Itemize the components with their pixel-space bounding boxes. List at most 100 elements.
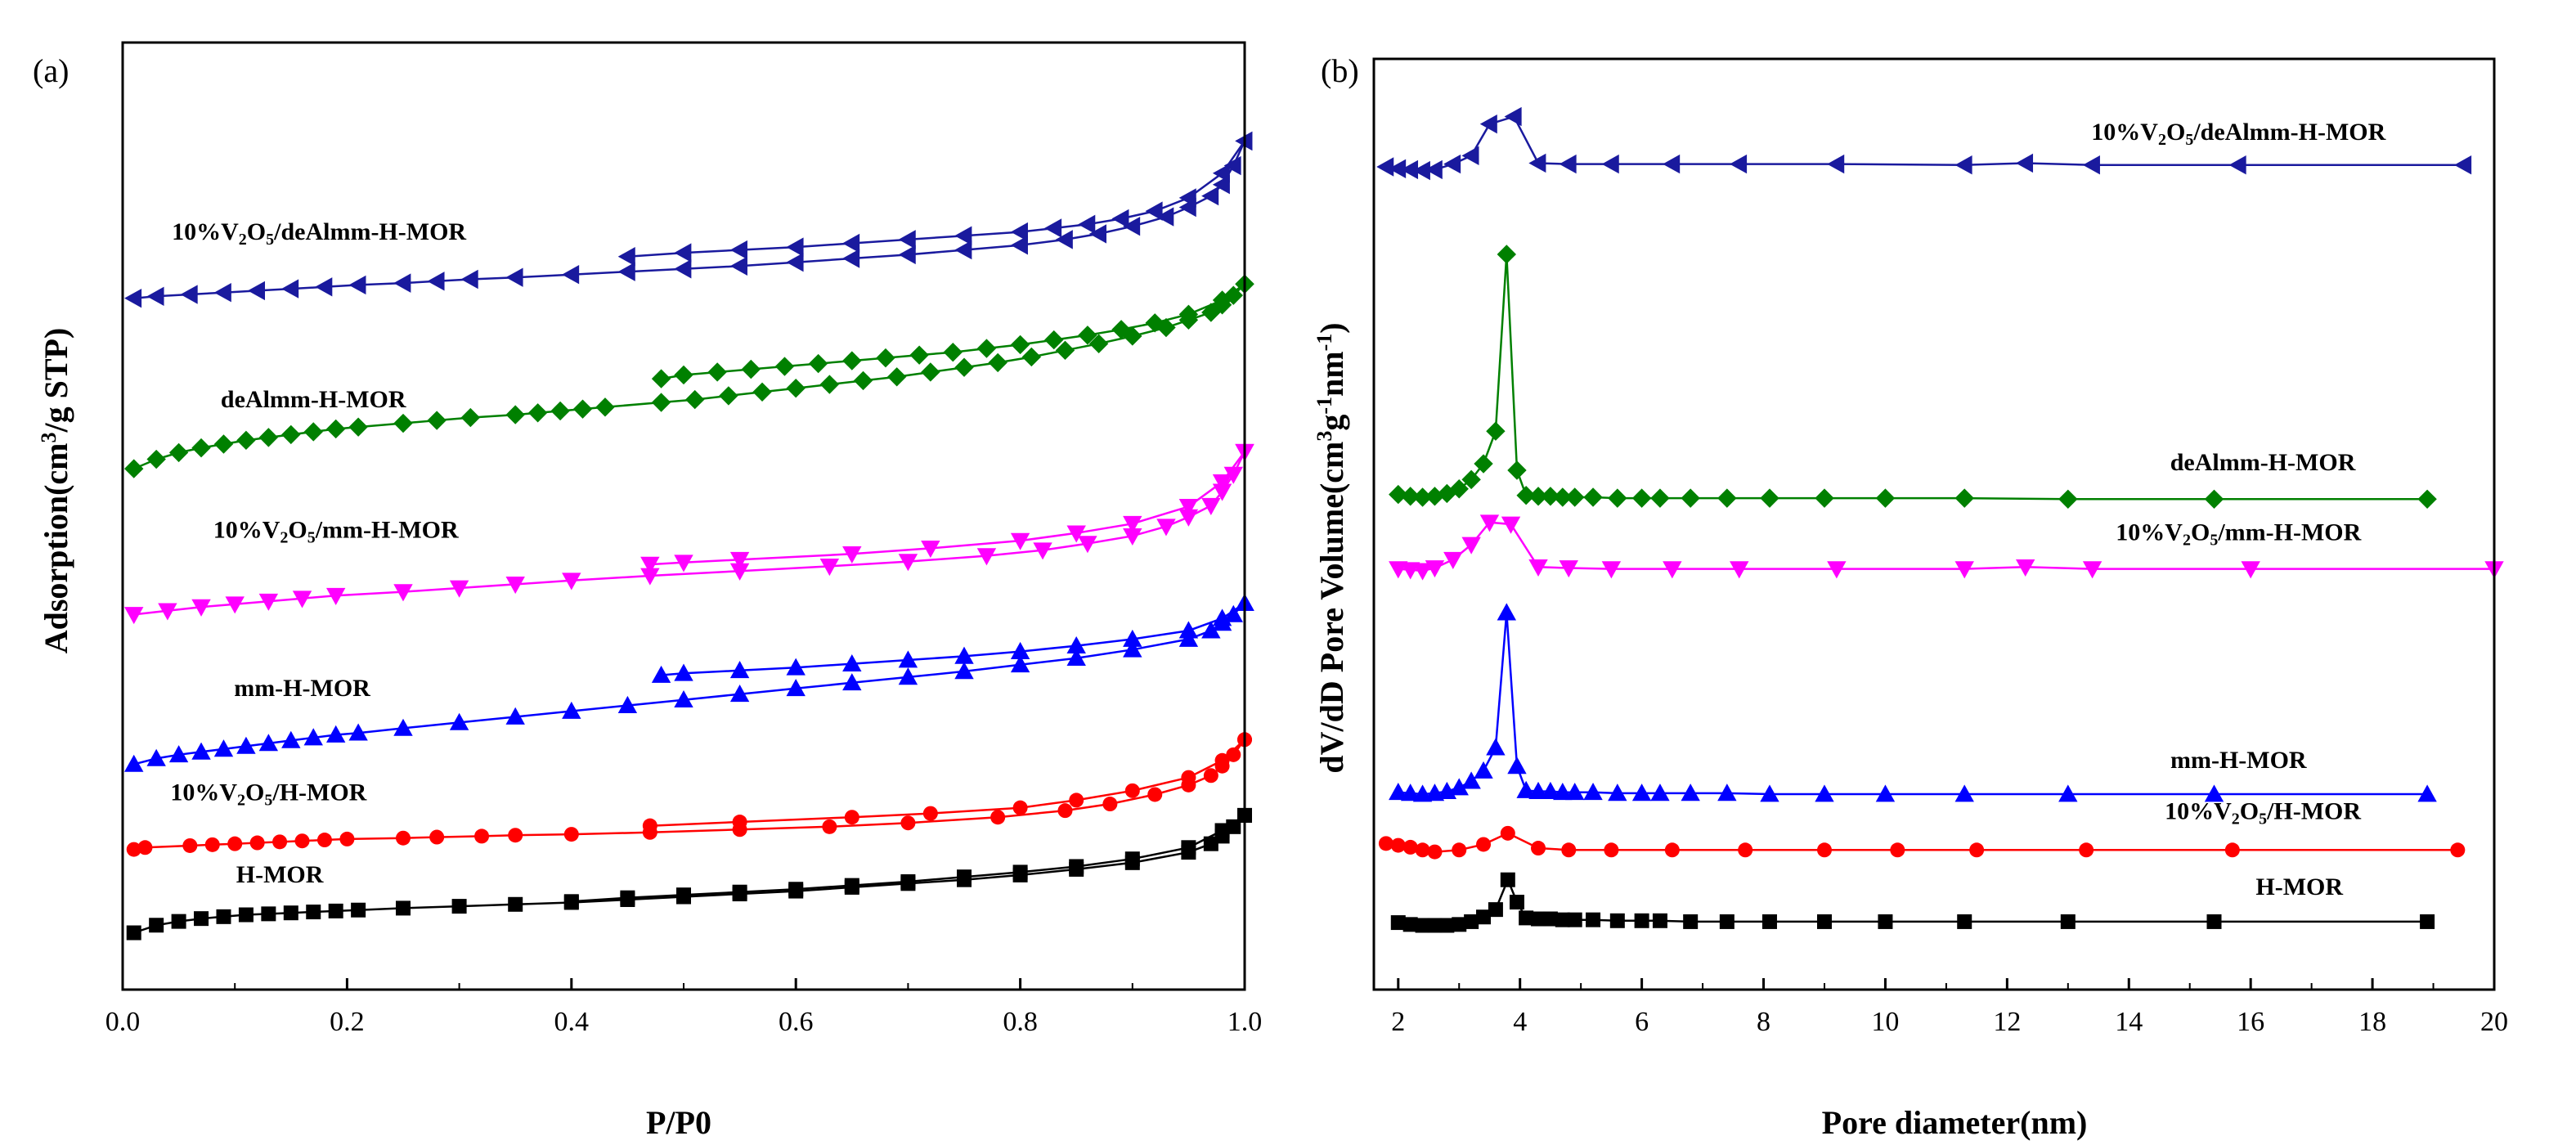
x-tick-label: 14: [2115, 1007, 2143, 1037]
adsorption-point: [204, 837, 220, 852]
adsorption-point: [1201, 621, 1221, 639]
adsorption-point: [651, 393, 671, 412]
data-point: [1683, 914, 1699, 929]
desorption-point: [842, 653, 862, 672]
series-h-mor: [126, 807, 1252, 941]
desorption-point: [729, 551, 750, 569]
series-10pctv2o5-mm-h-mor: [1389, 514, 2504, 581]
adsorption-point: [348, 723, 368, 741]
data-point: [1479, 114, 1497, 134]
data-point: [1443, 551, 1463, 569]
adsorption-point: [292, 590, 312, 608]
adsorption-point: [427, 272, 445, 291]
adsorption-point: [238, 907, 254, 923]
data-point: [1389, 783, 1408, 801]
data-point: [1541, 781, 1560, 799]
data-point: [1730, 561, 1749, 579]
data-point: [1555, 912, 1570, 927]
data-point: [1402, 917, 1418, 932]
x-tick-label: 16: [2237, 1007, 2264, 1037]
adsorption-point: [348, 417, 368, 437]
data-point: [2450, 842, 2466, 858]
series-10pctv2o5-dealmm-h-mor: [1376, 106, 2472, 181]
adsorption-point: [449, 712, 469, 730]
axes: 0.0 0.2 0.4 0.6 0.8 1.0: [105, 41, 1262, 1037]
panel-label-a: (a): [33, 52, 69, 89]
adsorption-point: [719, 386, 738, 406]
adsorption-point: [1055, 230, 1073, 249]
desorption-point: [1012, 800, 1028, 815]
adsorption-point: [674, 259, 692, 279]
y-axis-title: dV/dD Pore Volume(cm3g-1nm-1): [1313, 322, 1350, 773]
adsorption-point: [124, 288, 142, 308]
adsorption-point: [306, 905, 321, 920]
adsorption-point: [351, 902, 366, 918]
desorption-line: [627, 140, 1246, 258]
data-point: [1528, 559, 1548, 577]
data-point: [1957, 914, 1972, 929]
x-tick-label: 2: [1391, 1007, 1405, 1037]
adsorption-point: [328, 903, 343, 918]
desorption-point: [674, 365, 693, 385]
adsorption-point: [505, 707, 525, 725]
data-point: [1464, 914, 1479, 929]
desorption-point: [954, 646, 974, 664]
data-point: [1631, 488, 1652, 508]
data-point: [1516, 780, 1536, 798]
adsorption-point: [505, 577, 525, 595]
x-axis-title: Pore diameter(nm): [1822, 1104, 2088, 1141]
data-point: [1474, 761, 1493, 779]
plot-area: [124, 131, 1254, 941]
data-point: [1415, 842, 1430, 858]
adsorption-point: [976, 548, 997, 566]
adsorption-point: [954, 357, 974, 377]
data-point: [1601, 154, 1619, 174]
data-point: [1479, 514, 1500, 532]
desorption-point: [909, 345, 929, 365]
adsorption-point: [1156, 519, 1176, 537]
desorption-point: [1010, 532, 1030, 550]
desorption-point: [674, 555, 693, 572]
adsorption-point: [595, 397, 615, 417]
data-point: [1389, 159, 1407, 178]
adsorption-point: [563, 827, 579, 842]
adsorption-point: [1203, 836, 1218, 851]
panel-b: (b) 2 4 6 8 10 12 14 16 18 20 H-MOR 10%V2O5/H-MOR m…: [1276, 0, 2576, 1145]
data-point: [1509, 895, 1524, 910]
data-point: [1738, 842, 1753, 858]
data-point: [1488, 902, 1503, 918]
desorption-point: [1012, 864, 1028, 880]
adsorption-point: [898, 667, 918, 685]
data-point: [1497, 603, 1517, 621]
desorption-point: [842, 351, 862, 370]
adsorption-point: [451, 899, 467, 914]
data-point: [1425, 159, 1443, 180]
data-point: [1681, 784, 1700, 802]
adsorption-point: [1057, 803, 1073, 819]
panel-label-b: (b): [1321, 52, 1359, 89]
data-point: [2058, 784, 2078, 802]
data-point: [1542, 911, 1558, 927]
desorption-point: [898, 650, 918, 668]
data-point: [1663, 154, 1681, 174]
data-point: [1567, 912, 1582, 927]
desorption-point: [1078, 326, 1097, 345]
adsorption-point: [729, 563, 750, 581]
data-point: [1827, 561, 1847, 579]
adsorption-point: [1066, 649, 1086, 667]
data-point: [1376, 157, 1394, 177]
data-point: [1519, 910, 1534, 926]
adsorption-point: [191, 742, 211, 760]
series-label-10pctv2o5-h-mor: 10%V2O5/H-MOR: [2165, 798, 2361, 828]
plot-frame: [1372, 57, 2496, 991]
data-point: [1476, 837, 1492, 852]
adsorption-point: [124, 459, 144, 478]
adsorption-point: [1088, 224, 1106, 244]
plot-area: [1376, 106, 2504, 933]
adsorption-point: [158, 603, 177, 621]
data-point: [1415, 918, 1430, 933]
data-point: [1652, 913, 1667, 928]
data-point: [1760, 488, 1779, 508]
desorption-point: [1124, 851, 1140, 867]
data-point: [1559, 560, 1578, 578]
